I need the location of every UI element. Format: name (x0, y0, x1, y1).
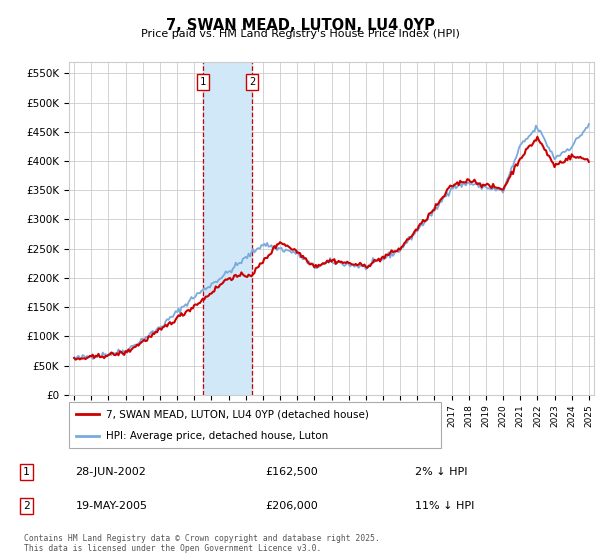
Text: 28-JUN-2002: 28-JUN-2002 (76, 466, 146, 477)
Text: 7, SWAN MEAD, LUTON, LU4 0YP: 7, SWAN MEAD, LUTON, LU4 0YP (166, 18, 434, 33)
Text: 7, SWAN MEAD, LUTON, LU4 0YP (detached house): 7, SWAN MEAD, LUTON, LU4 0YP (detached h… (106, 409, 369, 419)
Text: 2% ↓ HPI: 2% ↓ HPI (415, 466, 468, 477)
Text: Price paid vs. HM Land Registry's House Price Index (HPI): Price paid vs. HM Land Registry's House … (140, 29, 460, 39)
Bar (203, 62, 252, 395)
Text: 2: 2 (249, 77, 256, 87)
Text: 1: 1 (200, 77, 206, 87)
Text: £206,000: £206,000 (265, 501, 318, 511)
Text: 19-MAY-2005: 19-MAY-2005 (76, 501, 148, 511)
Text: HPI: Average price, detached house, Luton: HPI: Average price, detached house, Luto… (106, 431, 328, 441)
Text: 11% ↓ HPI: 11% ↓ HPI (415, 501, 475, 511)
Text: Contains HM Land Registry data © Crown copyright and database right 2025.
This d: Contains HM Land Registry data © Crown c… (24, 534, 380, 553)
Text: 2: 2 (23, 501, 30, 511)
Text: £162,500: £162,500 (265, 466, 318, 477)
Text: 1: 1 (23, 466, 30, 477)
